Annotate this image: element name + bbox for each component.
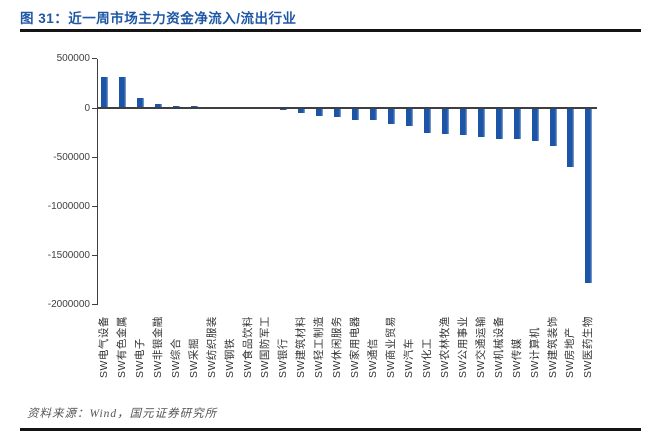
x-axis-label: SW家用电器: [349, 316, 362, 378]
bar-SW建筑材料: [298, 108, 306, 113]
bar-SW建筑装饰: [549, 108, 557, 146]
bar-SW医药生物: [585, 108, 593, 284]
bar-SW房地产: [567, 108, 575, 168]
x-axis-label: SW采掘: [187, 338, 200, 378]
bar-SW银行: [280, 108, 288, 111]
x-axis-label: SW交通运输: [474, 316, 487, 378]
x-axis-label: SW国防军工: [259, 316, 272, 378]
x-axis-label: SW商业贸易: [385, 316, 398, 378]
bar-SW商业贸易: [388, 108, 396, 125]
x-axis-label: SW电子: [133, 338, 146, 378]
y-tick-label: -2000000: [47, 299, 90, 311]
y-tick-label: 0: [84, 102, 90, 114]
y-tick-label: -500000: [53, 151, 90, 163]
x-axis-label: SW钢铁: [223, 338, 236, 378]
x-axis-label: SW食品饮料: [241, 316, 254, 378]
bar-SW机械设备: [495, 108, 503, 139]
x-axis-label: SW传媒: [510, 338, 523, 378]
x-axis-label: SW建筑装饰: [546, 316, 559, 378]
x-axis-label: SW有色金属: [115, 316, 128, 378]
y-tick-mark: [92, 255, 97, 257]
x-axis-label: SW综合: [169, 338, 182, 378]
bar-SW综合: [172, 105, 180, 108]
bar-SW计算机: [531, 108, 539, 142]
x-axis-label: SW农林牧渔: [438, 316, 451, 378]
bar-SW家用电器: [352, 108, 360, 120]
x-axis-label: SW医药生物: [582, 316, 595, 378]
y-tick-mark: [92, 156, 97, 158]
y-tick-mark: [92, 205, 97, 207]
x-axis-label: SW计算机: [528, 327, 541, 378]
bar-SW通信: [370, 108, 378, 121]
y-tick-label: 500000: [56, 53, 90, 65]
x-axis-label: SW通信: [367, 338, 380, 378]
bar-SW汽车: [405, 108, 413, 126]
x-axis-label: SW非银金融: [151, 316, 164, 378]
x-axis-label: SW机械设备: [492, 316, 505, 378]
x-axis-label: SW休闲服务: [331, 316, 344, 378]
bar-SW电子: [136, 98, 144, 108]
y-tick-mark: [92, 58, 97, 60]
bar-SW轻工制造: [316, 108, 324, 117]
y-tick-mark: [92, 107, 97, 109]
y-tick-mark: [92, 304, 97, 306]
x-axis-label: SW化工: [420, 338, 433, 378]
title-divider: [20, 29, 641, 32]
bar-SW农林牧渔: [441, 108, 449, 135]
y-tick-label: -1000000: [47, 200, 90, 212]
x-axis-zero-line: [96, 107, 597, 109]
bar-SW交通运输: [477, 108, 485, 137]
bottom-divider: [20, 428, 641, 431]
y-axis-line: [96, 58, 98, 305]
source-note: 资料来源：Wind，国元证券研究所: [27, 408, 218, 420]
bar-SW有色金属: [118, 77, 126, 108]
x-axis-label: SW汽车: [402, 338, 415, 378]
x-axis-label: SW房地产: [564, 327, 577, 378]
bar-SW公用事业: [459, 108, 467, 135]
x-axis-label: SW建筑材料: [295, 316, 308, 378]
y-tick-label: -1500000: [47, 250, 90, 262]
x-axis-label: SW纺织服装: [205, 316, 218, 378]
x-axis-label: SW银行: [277, 338, 290, 378]
x-axis-label: SW电气设备: [98, 316, 110, 378]
figure-title: 图 31：近一周市场主力资金净流入/流出行业: [20, 11, 297, 26]
x-axis-label: SW轻工制造: [313, 316, 326, 378]
bar-SW休闲服务: [334, 108, 342, 117]
bar-SW化工: [423, 108, 431, 134]
bar-SW传媒: [513, 108, 521, 140]
x-axis-label: SW公用事业: [456, 316, 469, 378]
bar-SW非银金融: [154, 104, 162, 108]
bar-SW电气设备: [101, 76, 108, 108]
